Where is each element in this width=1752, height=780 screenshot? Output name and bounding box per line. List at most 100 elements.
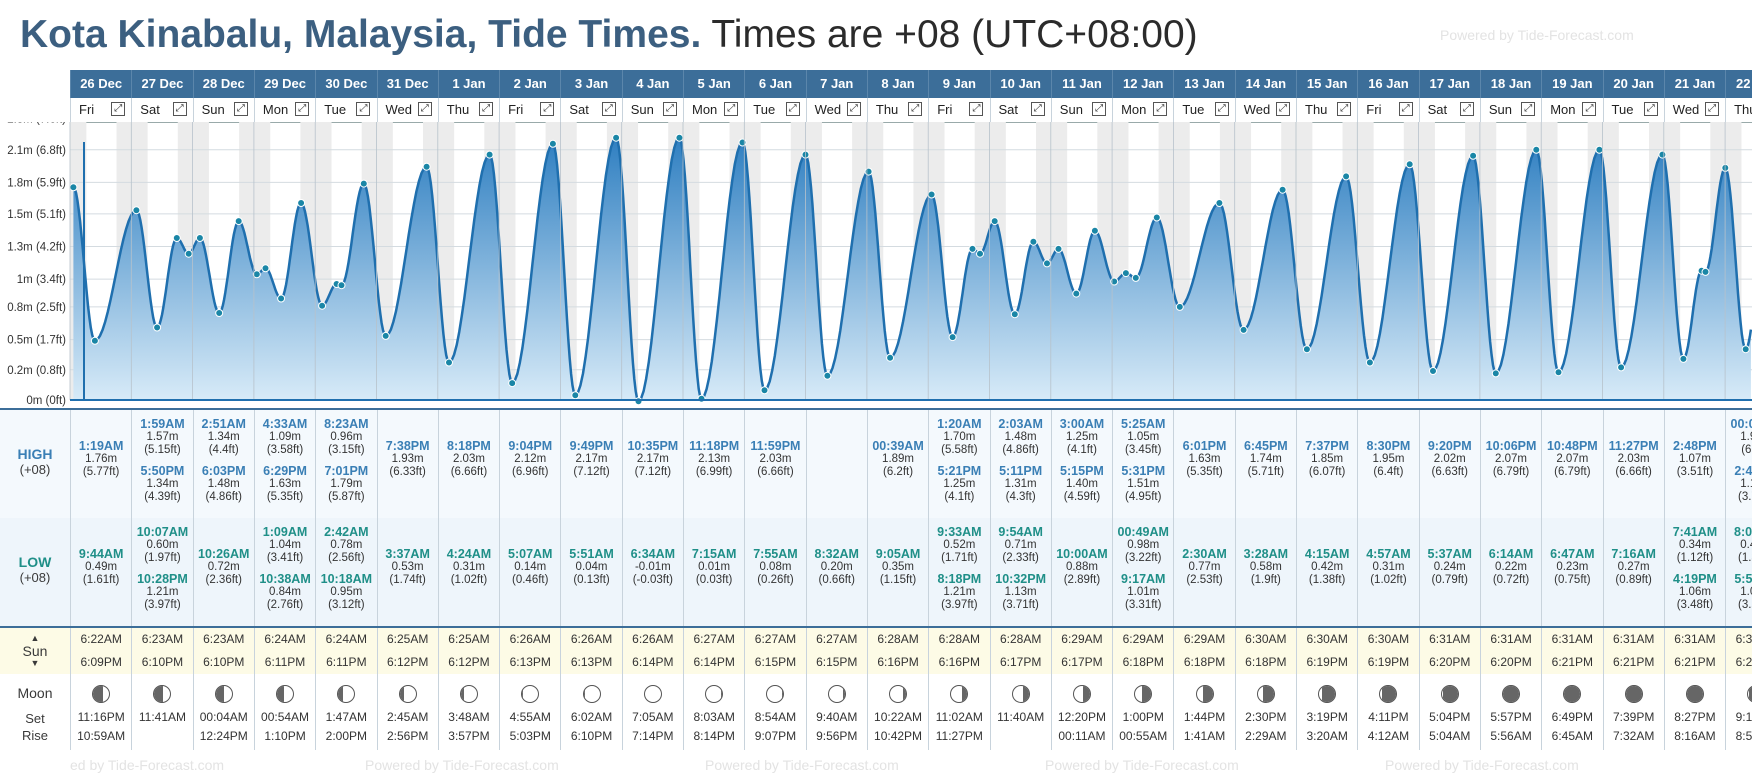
expand-day-icon[interactable]: ⤢ bbox=[1092, 102, 1107, 116]
low-tide-feet: (0.89ft) bbox=[1615, 574, 1652, 586]
sunrise-time: 6:26AM bbox=[509, 632, 551, 646]
high-tide-cell: 3:00AM 1.25m (4.1ft) 5:15PM 1.40m (4.59ft) bbox=[1050, 410, 1112, 518]
sunrise-arrow-icon: ▲ bbox=[30, 633, 40, 643]
date-cell: 13 Jan bbox=[1173, 70, 1234, 98]
expand-day-icon[interactable]: ⤢ bbox=[1030, 102, 1045, 116]
expand-day-icon[interactable]: ⤢ bbox=[1214, 102, 1229, 116]
moon-phase-icon bbox=[1502, 685, 1521, 703]
sunrise-time: 6:28AM bbox=[877, 632, 919, 646]
low-tide-time: 8:32AM bbox=[814, 547, 859, 561]
moonset-time: 4:11PM bbox=[1368, 710, 1409, 724]
expand-day-icon[interactable]: ⤢ bbox=[1398, 102, 1413, 116]
high-tide-entry: 8:18PM 2.03m (6.66ft) bbox=[439, 440, 499, 479]
date-label: 14 Jan bbox=[1245, 76, 1287, 91]
expand-day-icon[interactable]: ⤢ bbox=[846, 102, 861, 116]
high-tide-meters: 2.17m bbox=[575, 453, 608, 465]
high-tide-entry: 1:19AM 1.76m (5.77ft) bbox=[71, 440, 131, 479]
high-tide-feet: (3.58ft) bbox=[266, 444, 304, 456]
low-tide-cell: 2:42AM 0.78m (2.56ft) 10:18AM 0.95m (3.12ft) bbox=[315, 518, 376, 626]
high-tide-cell: 6:45PM 1.74m (5.71ft) bbox=[1234, 410, 1296, 518]
moonrise-time: 6:45AM bbox=[1551, 729, 1594, 743]
moon-phase-icon bbox=[1685, 685, 1704, 703]
sunset-time: 6:09PM bbox=[80, 655, 122, 669]
expand-day-icon[interactable]: ⤢ bbox=[233, 102, 248, 116]
low-tide-cell: 5:37AM 0.24m (0.79ft) bbox=[1418, 518, 1480, 626]
weekday-label: Sat bbox=[140, 102, 160, 117]
expand-day-icon[interactable]: ⤢ bbox=[172, 102, 187, 116]
sunrise-time: 6:31AM bbox=[1612, 632, 1655, 646]
expand-day-icon[interactable]: ⤢ bbox=[479, 102, 494, 116]
expand-day-icon[interactable]: ⤢ bbox=[1582, 102, 1597, 116]
expand-day-icon[interactable]: ⤢ bbox=[417, 102, 432, 116]
tide-extreme-point bbox=[153, 323, 162, 332]
moonset-time: 9:40AM bbox=[816, 710, 858, 724]
sunrise-time: 6:23AM bbox=[141, 632, 184, 646]
expand-day-icon[interactable]: ⤢ bbox=[1643, 102, 1658, 116]
low-tide-cell: 2:30AM 0.77m (2.53ft) bbox=[1173, 518, 1234, 626]
moon-cell: 2:45AM 2:56PM bbox=[376, 674, 438, 750]
sun-cell: 6:31AM 6:21PM bbox=[1602, 628, 1664, 674]
high-tide-feet: (4.1ft) bbox=[944, 491, 975, 503]
sunset-time: 6:10PM bbox=[141, 655, 184, 669]
high-tide-meters: 1.09m bbox=[269, 431, 302, 443]
weekday-cell: Fri ⤢ bbox=[1357, 98, 1418, 122]
expand-day-icon[interactable]: ⤢ bbox=[1275, 102, 1290, 116]
expand-day-icon[interactable]: ⤢ bbox=[540, 102, 555, 116]
moonrise-time: 8:59AM bbox=[1735, 729, 1752, 743]
high-tide-cell: 11:27PM 2.03m (6.66ft) bbox=[1602, 410, 1664, 518]
moonset-time: 11:40AM bbox=[997, 710, 1045, 724]
low-tide-time: 10:38AM bbox=[259, 572, 311, 586]
expand-day-icon[interactable]: ⤢ bbox=[662, 102, 677, 116]
moonset-time: 1:44PM bbox=[1183, 710, 1226, 724]
high-tide-meters: 2.03m bbox=[759, 453, 792, 465]
sunrise-time: 6:31AM bbox=[1674, 632, 1716, 646]
sunset-time: 6:21PM bbox=[1612, 655, 1655, 669]
low-tide-meters: -0.01m bbox=[634, 561, 671, 573]
low-tide-meters: 0.27m bbox=[1617, 561, 1650, 573]
low-tide-meters: 0.23m bbox=[1556, 561, 1589, 573]
expand-day-icon[interactable]: ⤢ bbox=[111, 102, 126, 116]
moonset-time: 2:30PM bbox=[1245, 710, 1287, 724]
high-tide-meters: 2.03m bbox=[452, 453, 485, 465]
low-tide-feet: (2.89ft) bbox=[1063, 574, 1101, 586]
weekday-header-row: Fri ⤢ Sat ⤢ Sun ⤢ Mon ⤢ Tue ⤢ Wed ⤢ Thu ⤢ Fri ⤢ Sat ⤢ Sun ⤢… bbox=[70, 98, 1752, 123]
low-tide-entry: 7:55AM 0.08m (0.26ft) bbox=[745, 548, 805, 587]
expand-day-icon[interactable]: ⤢ bbox=[1153, 102, 1168, 116]
expand-day-icon[interactable]: ⤢ bbox=[1521, 102, 1536, 116]
expand-day-icon[interactable]: ⤢ bbox=[969, 102, 984, 116]
expand-day-icon[interactable]: ⤢ bbox=[1459, 102, 1474, 116]
low-tide-entry: 8:18PM 1.21m (3.97ft) bbox=[929, 573, 989, 612]
expand-day-icon[interactable]: ⤢ bbox=[785, 102, 800, 116]
expand-day-icon[interactable]: ⤢ bbox=[724, 102, 739, 116]
moonset-time: 5:57PM bbox=[1490, 710, 1532, 724]
sunset-time: 6:11PM bbox=[326, 655, 367, 669]
expand-day-icon[interactable]: ⤢ bbox=[908, 102, 923, 116]
high-tide-meters: 1.31m bbox=[1004, 478, 1037, 490]
high-tide-entry: 1:20AM 1.70m (5.58ft) bbox=[929, 418, 989, 457]
weekday-cell: Sat ⤢ bbox=[131, 98, 192, 122]
weekday-cell: Wed ⤢ bbox=[376, 98, 438, 122]
date-label: 6 Jan bbox=[758, 76, 793, 91]
expand-day-icon[interactable]: ⤢ bbox=[601, 102, 616, 116]
expand-day-icon[interactable]: ⤢ bbox=[356, 102, 371, 116]
moonset-time: 11:02AM bbox=[935, 710, 983, 724]
date-cell: 26 Dec bbox=[70, 70, 131, 98]
tide-extreme-point bbox=[1701, 267, 1710, 276]
low-tide-entry: 1:09AM 1.04m (3.41ft) bbox=[255, 526, 315, 565]
low-tide-time: 5:37AM bbox=[1427, 547, 1472, 561]
tide-extreme-point bbox=[337, 281, 346, 290]
weekday-cell: Sun ⤢ bbox=[1479, 98, 1541, 122]
low-tide-time: 4:57AM bbox=[1366, 547, 1411, 561]
moon-phase-icon bbox=[1318, 685, 1337, 703]
expand-day-icon[interactable]: ⤢ bbox=[1705, 102, 1720, 116]
moon-cell: 4:55AM 5:03PM bbox=[499, 674, 560, 750]
date-label: 30 Dec bbox=[325, 76, 368, 91]
expand-day-icon[interactable]: ⤢ bbox=[295, 102, 310, 116]
high-tide-entry: 00:05AM1.92m(6.3ft) bbox=[1726, 418, 1752, 457]
expand-day-icon[interactable]: ⤢ bbox=[1337, 102, 1352, 116]
tide-extreme-point bbox=[612, 133, 621, 142]
weekday-cell: Fri ⤢ bbox=[70, 98, 131, 122]
tide-extreme-point bbox=[1239, 325, 1248, 334]
low-tide-time: 6:34AM bbox=[630, 547, 676, 561]
date-cell: 21 Jan bbox=[1663, 70, 1725, 98]
